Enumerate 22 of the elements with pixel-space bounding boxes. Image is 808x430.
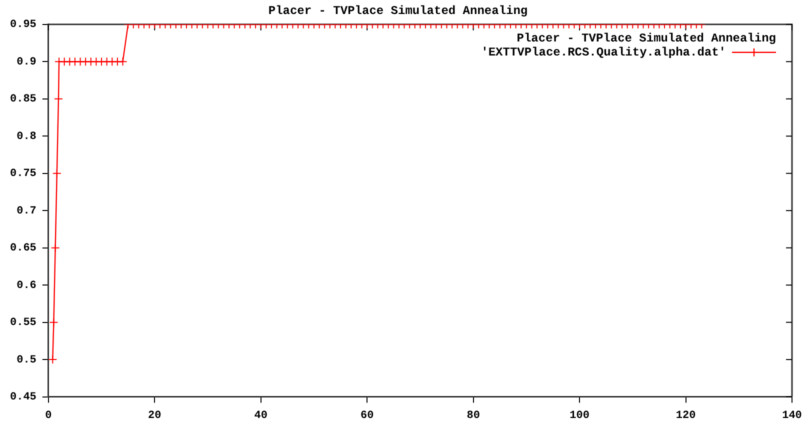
y-tick-label: 0.8 [16,130,37,143]
x-tick-label: 0 [45,410,52,422]
y-tick-label: 0.5 [16,354,37,366]
x-tick-label: 120 [676,410,696,422]
y-tick-label: 0.75 [10,168,37,180]
x-tick-label: 100 [570,410,590,422]
x-tick-label: 60 [360,410,374,422]
y-tick-label: 0.45 [10,392,37,404]
x-tick-label: 140 [782,410,802,422]
y-tick-label: 0.65 [10,242,37,255]
x-tick-label: 40 [254,410,268,422]
y-tick-label: 0.9 [16,56,36,68]
chart-title: Placer - TVPlace Simulated Annealing [268,4,528,18]
y-tick-label: 0.55 [10,317,37,330]
legend-label: 'EXTTVPlace.RCS.Quality.alpha.dat' [481,45,726,60]
x-tick-label: 80 [466,410,480,422]
y-tick-label: 0.7 [16,205,36,218]
y-tick-label: 0.85 [10,94,37,106]
y-tick-label: 0.95 [10,19,37,32]
x-tick-label: 20 [148,410,162,422]
legend-title: Placer - TVPlace Simulated Annealing [516,31,776,46]
y-tick-label: 0.6 [16,280,36,292]
